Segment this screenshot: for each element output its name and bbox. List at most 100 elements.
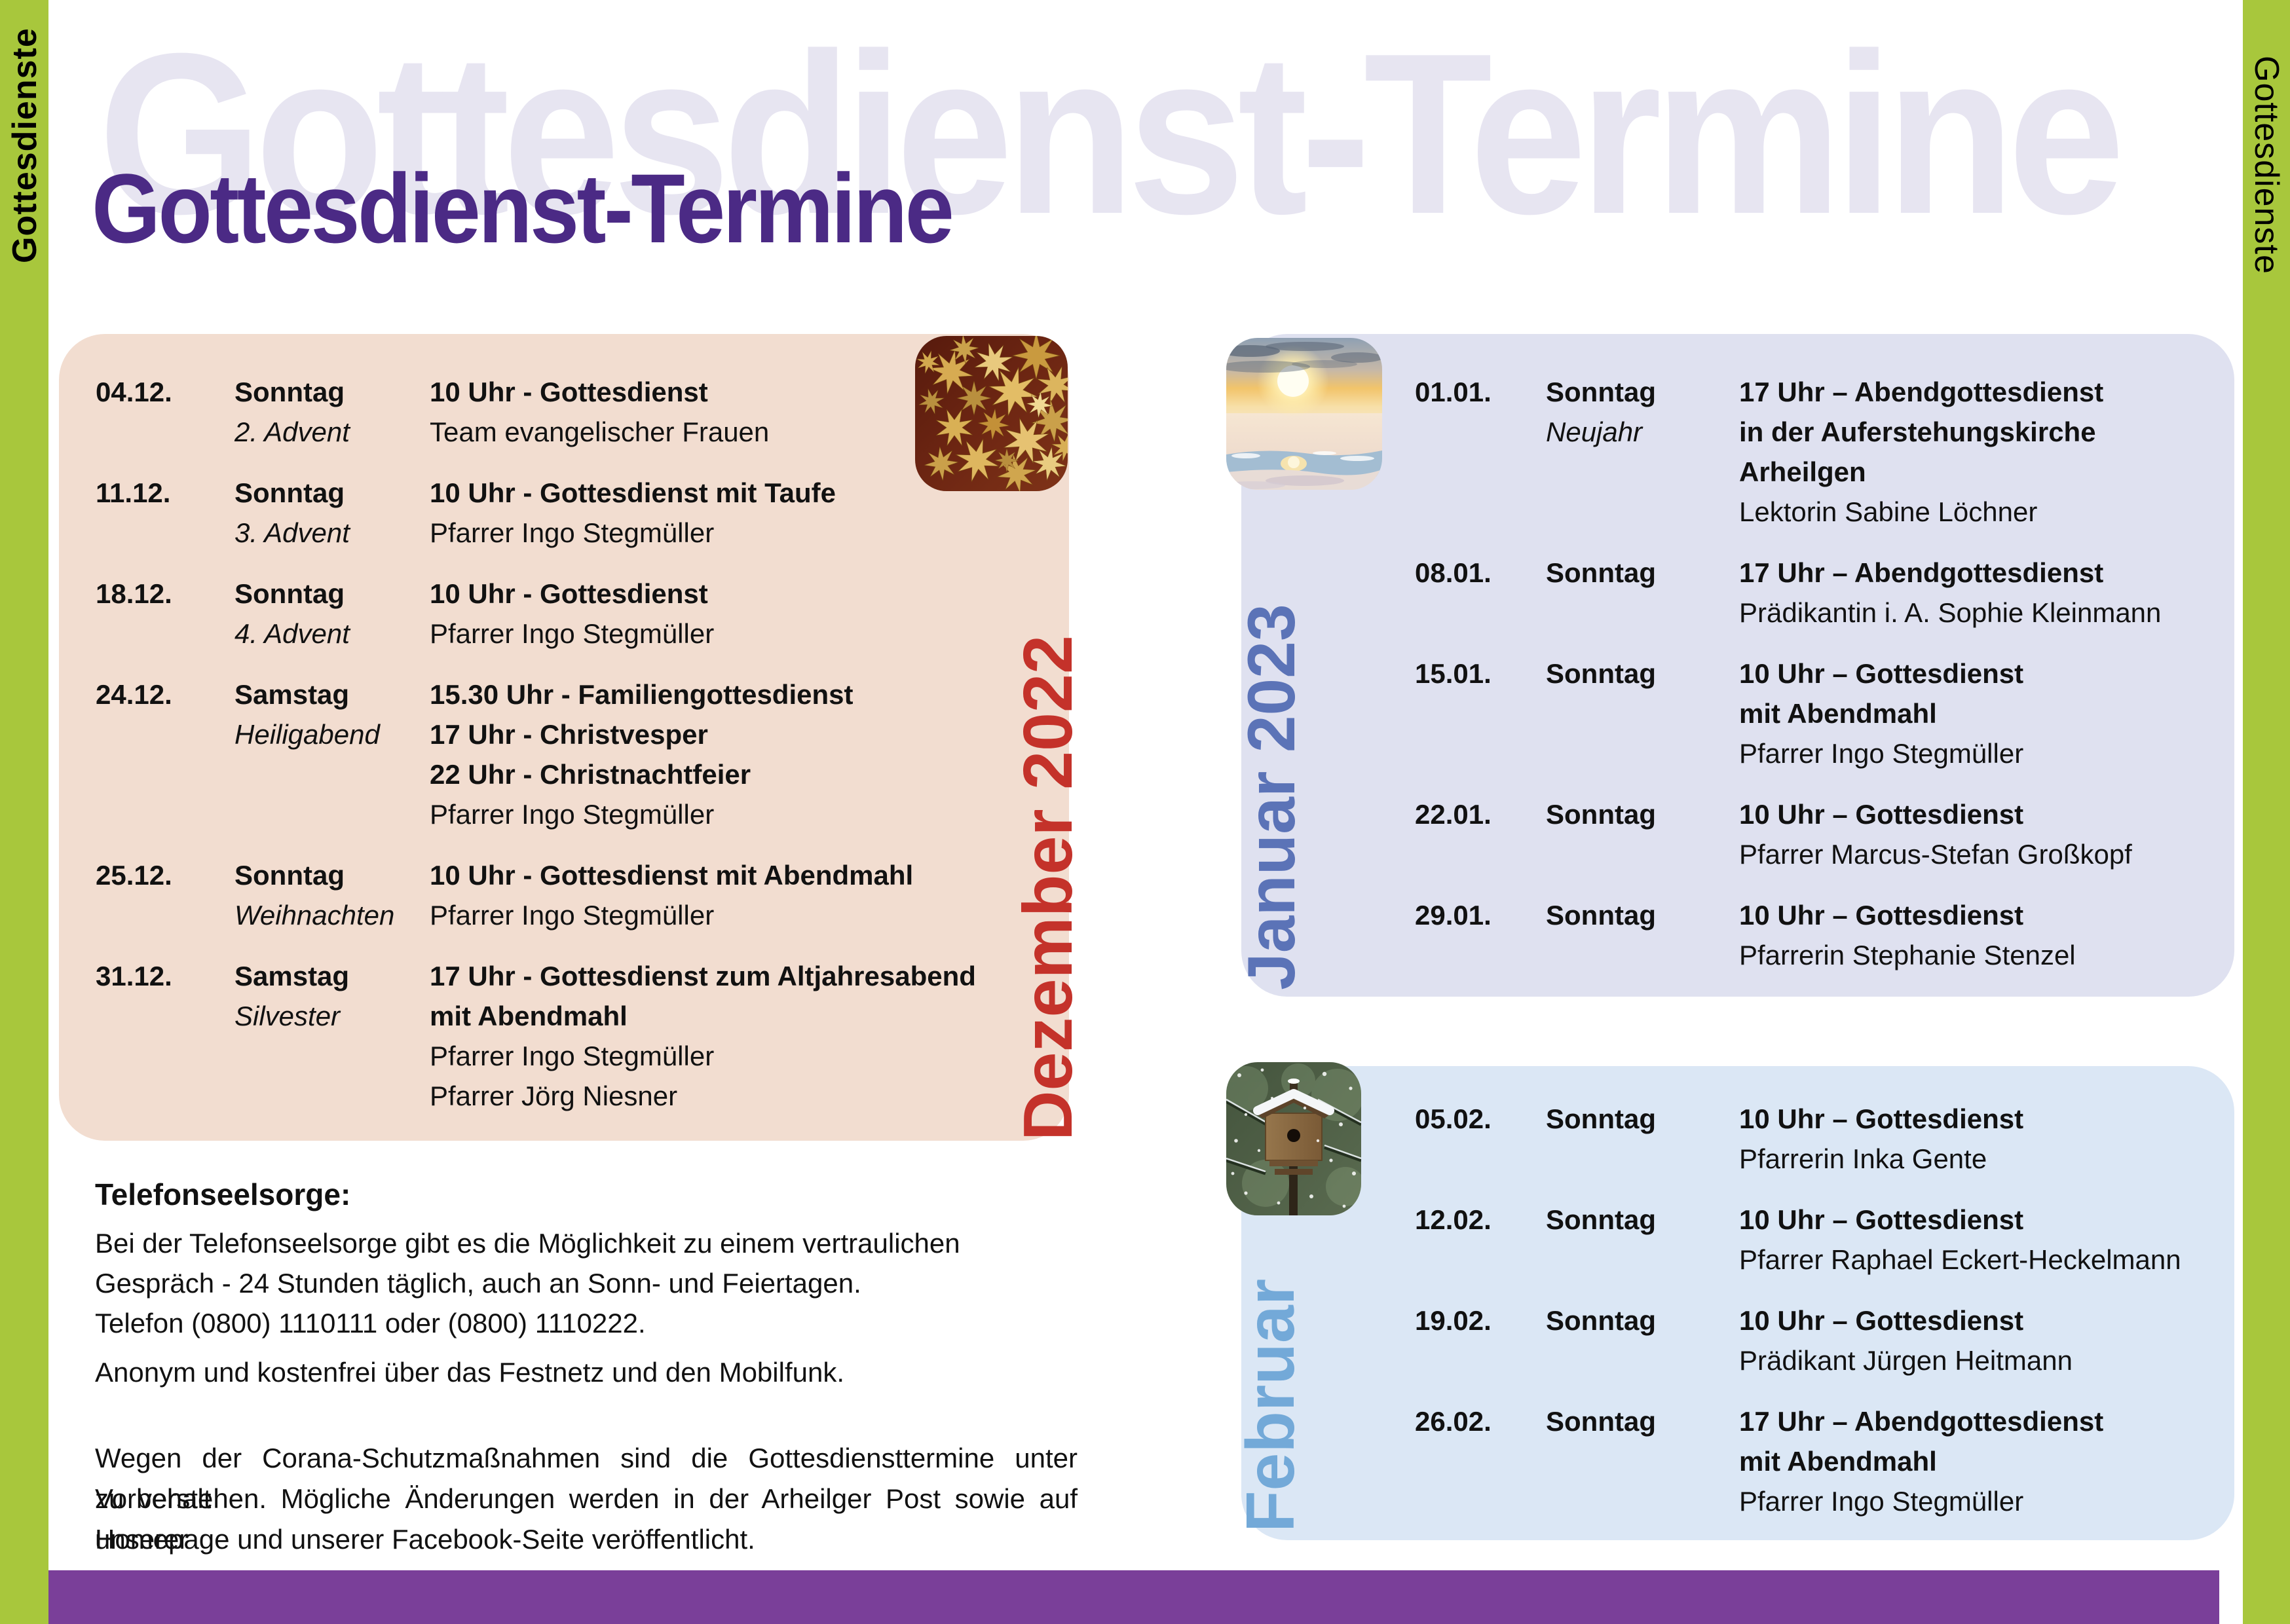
entry-day: Sonntag xyxy=(235,377,345,407)
entry-day: Sonntag xyxy=(235,578,345,609)
entry-service: 10 Uhr - Gottesdienst mit Taufe xyxy=(430,477,836,508)
entry-holiday: 3. Advent xyxy=(235,517,350,548)
text-line: Gespräch - 24 Stunden täglich, auch an S… xyxy=(95,1268,861,1299)
page-title: Gottesdienst-Termine xyxy=(92,153,954,263)
table-row: 01.01. Sonntag Neujahr 17 Uhr – Abendgot… xyxy=(1415,372,2161,532)
text-line: Telefon (0800) 1110111 oder (0800) 11102… xyxy=(95,1308,646,1338)
table-row: 08.01. Sonntag 17 Uhr – Abendgottesdiens… xyxy=(1415,553,2161,633)
entry-holiday: Heiligabend xyxy=(235,719,380,750)
table-row: 22.01. Sonntag 10 Uhr – Gottesdienst Pfa… xyxy=(1415,794,2161,874)
table-row: 31.12. Samstag Silvester 17 Uhr - Gottes… xyxy=(96,956,976,1116)
entry-date: 05.02. xyxy=(1415,1103,1492,1134)
entry-day: Sonntag xyxy=(235,860,345,891)
left-sidebar-label: Gottesdienste xyxy=(6,28,44,263)
entry-minister: Pfarrer Ingo Stegmüller xyxy=(430,799,715,830)
entry-day: Sonntag xyxy=(1546,799,1656,830)
entry-date: 25.12. xyxy=(96,860,172,891)
table-row: 12.02. Sonntag 10 Uhr – Gottesdienst Pfa… xyxy=(1415,1200,2181,1280)
entry-minister: Pfarrer Ingo Stegmüller xyxy=(430,900,715,931)
entry-service: 17 Uhr – Abendgottesdienst xyxy=(1739,557,2104,588)
entry-service: mit Abendmahl xyxy=(1739,698,1937,729)
december-label: Dezember 2022 xyxy=(1009,635,1087,1141)
entry-service: 10 Uhr – Gottesdienst xyxy=(1739,1204,2024,1235)
entry-date: 12.02. xyxy=(1415,1204,1492,1235)
entry-day: Sonntag xyxy=(1546,1103,1656,1134)
entry-date: 01.01. xyxy=(1415,377,1492,407)
table-row: 25.12. Sonntag Weihnachten 10 Uhr - Gott… xyxy=(96,855,976,935)
entry-service: mit Abendmahl xyxy=(430,1001,628,1031)
entry-date: 18.12. xyxy=(96,578,172,609)
entry-holiday: Neujahr xyxy=(1546,416,1643,447)
december-schedule: 04.12. Sonntag 2. Advent 10 Uhr - Gottes… xyxy=(96,372,976,1116)
entry-holiday: Silvester xyxy=(235,1001,341,1031)
entry-day: Sonntag xyxy=(1546,1406,1656,1437)
entry-service: 10 Uhr - Gottesdienst xyxy=(430,578,708,609)
entry-day: Sonntag xyxy=(1546,1204,1656,1235)
entry-holiday: Weihnachten xyxy=(235,900,395,931)
entry-service: 10 Uhr – Gottesdienst xyxy=(1739,1103,2024,1134)
february-label: Februar xyxy=(1233,1278,1309,1532)
entry-date: 22.01. xyxy=(1415,799,1492,830)
table-row: 26.02. Sonntag 17 Uhr – Abendgottesdiens… xyxy=(1415,1401,2181,1521)
entry-date: 08.01. xyxy=(1415,557,1492,588)
entry-day: Sonntag xyxy=(1546,1305,1656,1336)
entry-minister: Pfarrer Marcus-Stefan Großkopf xyxy=(1739,839,2132,870)
text-line: Homepage und unserer Facebook-Seite verö… xyxy=(95,1524,755,1555)
entry-minister: Pfarrer Ingo Stegmüller xyxy=(430,1041,715,1071)
entry-service: 15.30 Uhr - Familiengottesdienst xyxy=(430,679,854,710)
left-sidebar: Gottesdienste xyxy=(0,0,48,1624)
table-row: 24.12. Samstag Heiligabend 15.30 Uhr - F… xyxy=(96,674,976,834)
entry-minister: Pfarrer Ingo Stegmüller xyxy=(430,517,715,548)
right-sidebar-label: Gottesdienste xyxy=(2247,56,2285,274)
entry-date: 29.01. xyxy=(1415,900,1492,931)
entry-date: 31.12. xyxy=(96,961,172,991)
entry-service: 10 Uhr – Gottesdienst xyxy=(1739,799,2024,830)
entry-day: Samstag xyxy=(235,679,350,710)
entry-minister: Pfarrerin Stephanie Stenzel xyxy=(1739,940,2076,970)
gold-stars-photo xyxy=(915,336,1068,491)
january-box: 01.01. Sonntag Neujahr 17 Uhr – Abendgot… xyxy=(1241,334,2234,997)
entry-service: mit Abendmahl xyxy=(1739,1446,1937,1477)
entry-minister: Pfarrer Ingo Stegmüller xyxy=(1739,1486,2024,1517)
entry-date: 24.12. xyxy=(96,679,172,710)
entry-day: Sonntag xyxy=(1546,377,1656,407)
text-line: Bei der Telefonseelsorge gibt es die Mög… xyxy=(95,1228,960,1259)
snowy-birdhouse-photo xyxy=(1226,1062,1361,1215)
entry-minister: Pfarrer Ingo Stegmüller xyxy=(1739,738,2024,769)
table-row: 04.12. Sonntag 2. Advent 10 Uhr - Gottes… xyxy=(96,372,976,452)
entry-day: Sonntag xyxy=(1546,658,1656,689)
entry-date: 15.01. xyxy=(1415,658,1492,689)
entry-service: in der Auferstehungskirche xyxy=(1739,416,2096,447)
entry-minister: Pfarrer Ingo Stegmüller xyxy=(430,618,715,649)
telefonseelsorge-section: Telefonseelsorge: Bei der Telefonseelsor… xyxy=(95,1176,960,1392)
entry-service: 17 Uhr – Abendgottesdienst xyxy=(1739,1406,2104,1437)
entry-day: Sonntag xyxy=(235,477,345,508)
telefonseelsorge-note: Anonym und kostenfrei über das Festnetz … xyxy=(95,1357,845,1388)
telefonseelsorge-text: Bei der Telefonseelsorge gibt es die Mög… xyxy=(95,1223,960,1343)
watermark-text: Gottesdienst-Termine xyxy=(98,6,2125,262)
footer-bar xyxy=(48,1570,2219,1624)
telefonseelsorge-heading: Telefonseelsorge: xyxy=(95,1177,351,1211)
entry-date: 04.12. xyxy=(96,377,172,407)
january-label: Januar 2023 xyxy=(1234,604,1309,990)
entry-minister: Pfarrer Raphael Eckert-Heckelmann xyxy=(1739,1244,2181,1275)
entry-service: 10 Uhr – Gottesdienst xyxy=(1739,900,2024,931)
entry-minister: Team evangelischer Frauen xyxy=(430,416,770,447)
table-row: 15.01. Sonntag 10 Uhr – Gottesdienst mit… xyxy=(1415,654,2161,773)
entry-day: Samstag xyxy=(235,961,350,991)
winter-sunrise-photo xyxy=(1226,338,1382,490)
text-line: zu verstehen. Mögliche Änderungen werden… xyxy=(95,1483,1078,1555)
table-row: 11.12. Sonntag 3. Advent 10 Uhr - Gottes… xyxy=(96,473,976,553)
entry-service: 10 Uhr - Gottesdienst mit Abendmahl xyxy=(430,860,914,891)
entry-date: 26.02. xyxy=(1415,1406,1492,1437)
entry-service: 22 Uhr - Christnachtfeier xyxy=(430,759,751,790)
entry-minister: Prädikant Jürgen Heitmann xyxy=(1739,1345,2073,1376)
entry-minister: Pfarrer Jörg Niesner xyxy=(430,1080,678,1111)
entry-holiday: 2. Advent xyxy=(235,416,350,447)
corona-note: Wegen der Corana-Schutzmaßnahmen sind di… xyxy=(95,1438,1078,1560)
entry-service: 10 Uhr – Gottesdienst xyxy=(1739,1305,2024,1336)
january-schedule: 01.01. Sonntag Neujahr 17 Uhr – Abendgot… xyxy=(1415,372,2161,975)
entry-service: 17 Uhr - Christvesper xyxy=(430,719,708,750)
table-row: 29.01. Sonntag 10 Uhr – Gottesdienst Pfa… xyxy=(1415,895,2161,975)
